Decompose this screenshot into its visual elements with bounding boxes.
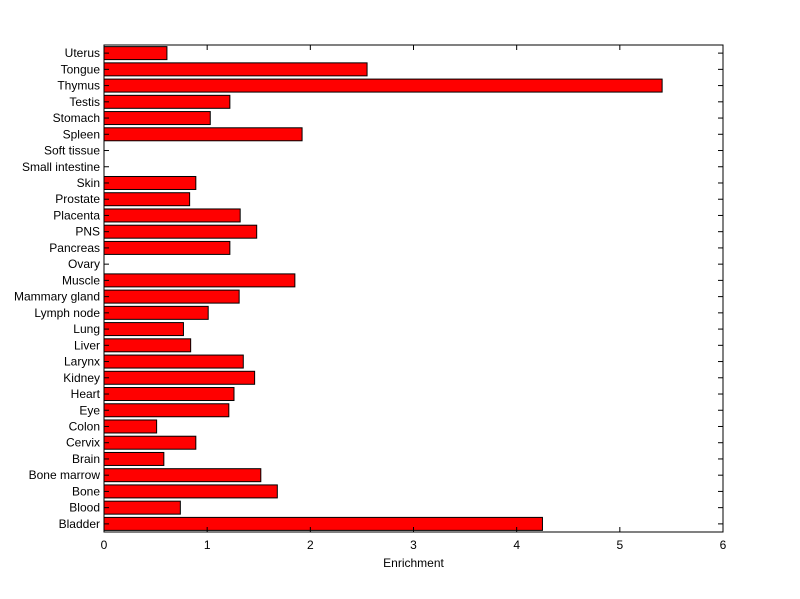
bar-spleen	[103, 127, 303, 142]
bar-pns	[103, 224, 258, 239]
bar-liver	[103, 338, 192, 353]
bar-bladder	[103, 516, 543, 531]
y-tick-label-pns: PNS	[75, 225, 100, 239]
y-tick-label-ovary: Ovary	[68, 257, 100, 271]
y-tick-label-skin: Skin	[77, 176, 100, 190]
bars-group	[103, 46, 663, 531]
y-tick-label-bone: Bone	[72, 484, 100, 498]
bar-muscle	[103, 273, 296, 288]
x-tick-label-2: 2	[307, 538, 314, 552]
bar-heart	[103, 387, 235, 402]
bar-pancreas	[103, 240, 231, 255]
bar-brain	[103, 451, 165, 466]
x-axis-label: Enrichment	[383, 556, 444, 570]
y-tick-label-eye: Eye	[79, 403, 100, 417]
x-ticks-group: 0 1 2 3 4 5 6	[101, 45, 727, 552]
bar-lung	[103, 322, 184, 337]
bar-uterus	[103, 46, 168, 61]
y-tick-label-liver: Liver	[74, 338, 100, 352]
bar-placenta	[103, 208, 241, 223]
x-tick-label-6: 6	[720, 538, 727, 552]
bar-colon	[103, 419, 158, 434]
y-tick-label-larynx: Larynx	[64, 355, 100, 369]
bar-thymus	[103, 78, 663, 93]
bar-blood	[103, 500, 181, 515]
y-tick-label-small-intestine: Small intestine	[22, 160, 100, 174]
x-tick-label-5: 5	[616, 538, 623, 552]
y-tick-label-kidney: Kidney	[63, 371, 100, 385]
y-tick-label-cervix: Cervix	[66, 436, 100, 450]
y-tick-label-brain: Brain	[72, 452, 100, 466]
x-tick-label-3: 3	[410, 538, 417, 552]
y-tick-label-lung: Lung	[73, 322, 100, 336]
bar-kidney	[103, 370, 256, 385]
bar-tongue	[103, 62, 368, 77]
y-tick-label-lymph-node: Lymph node	[34, 306, 100, 320]
y-tick-label-prostate: Prostate	[55, 192, 100, 206]
bar-eye	[103, 403, 230, 418]
bar-mammary-gland	[103, 289, 240, 304]
y-tick-label-blood: Blood	[69, 501, 100, 515]
bar-larynx	[103, 354, 244, 369]
bar-lymph-node	[103, 305, 209, 320]
x-tick-label-0: 0	[101, 538, 108, 552]
y-tick-label-testis: Testis	[69, 95, 100, 109]
bar-prostate	[103, 192, 191, 207]
y-tick-label-spleen: Spleen	[63, 127, 100, 141]
bar-testis	[103, 94, 231, 109]
y-tick-label-mammary-gland: Mammary gland	[14, 290, 100, 304]
y-tick-label-heart: Heart	[71, 387, 101, 401]
bar-skin	[103, 175, 197, 190]
bar-bone	[103, 484, 278, 499]
y-tick-label-pancreas: Pancreas	[49, 241, 100, 255]
bar-stomach	[103, 111, 211, 126]
y-tick-label-stomach: Stomach	[53, 111, 100, 125]
y-tick-label-thymus: Thymus	[57, 79, 100, 93]
y-tick-label-placenta: Placenta	[53, 208, 100, 222]
y-tick-label-bladder: Bladder	[59, 517, 100, 531]
y-tick-label-bone-marrow: Bone marrow	[29, 468, 101, 482]
x-tick-label-1: 1	[204, 538, 211, 552]
y-ticks-group: Bladder Blood Bone Bone marrow Brain Cervix Co…	[14, 46, 723, 531]
bar-cervix	[103, 435, 197, 450]
y-tick-label-uterus: Uterus	[65, 46, 100, 60]
x-tick-label-4: 4	[513, 538, 520, 552]
bar-bone-marrow	[103, 468, 262, 483]
y-tick-label-tongue: Tongue	[61, 62, 101, 76]
y-tick-label-soft-tissue: Soft tissue	[44, 144, 100, 158]
y-tick-label-colon: Colon	[69, 419, 100, 433]
y-tick-label-muscle: Muscle	[62, 273, 100, 287]
